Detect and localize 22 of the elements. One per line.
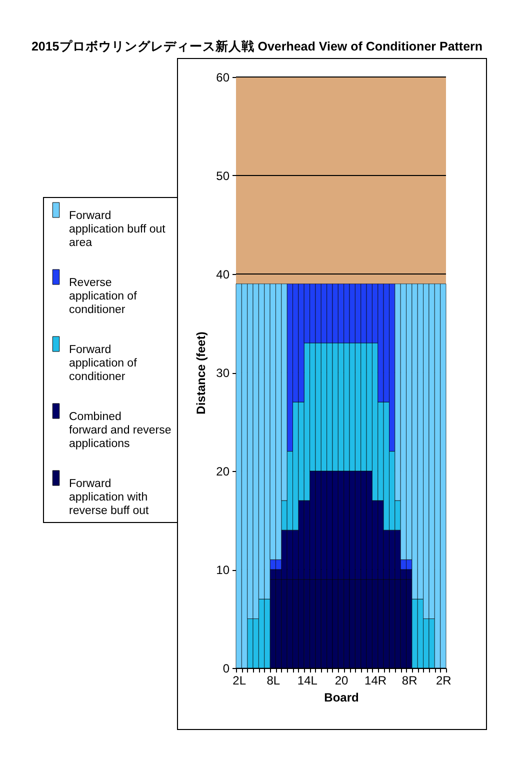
y-tick-label: 20 — [216, 464, 230, 478]
y-tick-label: 40 — [216, 268, 230, 282]
x-tick-label: 8R — [402, 674, 418, 688]
chart-title: 2015プロボウリングレディース新人戦 Overhead View of Conditioner Pattern — [31, 38, 483, 54]
x-tick-label: 8L — [266, 674, 280, 688]
y-tick-label: 50 — [216, 169, 230, 183]
x-tick-label: 2R — [436, 674, 452, 688]
legend-label: Combined forward and reverse applications — [69, 411, 172, 450]
legend-label: Forward application buff out area — [69, 210, 166, 249]
legend-label: Forward application with reverse buff out — [69, 478, 150, 517]
legend-label: Reverse application of conditioner — [69, 277, 138, 316]
y-axis-title: Distance (feet) — [194, 332, 208, 414]
y-tick-label: 10 — [216, 563, 230, 577]
x-tick-label: 14R — [364, 674, 387, 688]
y-tick-label: 0 — [222, 662, 230, 676]
x-tick-label: 20 — [334, 674, 348, 688]
x-axis-title: Board — [324, 690, 359, 704]
x-tick-label: 14L — [297, 674, 318, 688]
y-tick-label: 60 — [216, 70, 230, 84]
y-tick-label: 30 — [216, 366, 230, 380]
x-tick-label: 2L — [232, 674, 246, 688]
legend-label: Forward application of conditioner — [69, 344, 138, 383]
